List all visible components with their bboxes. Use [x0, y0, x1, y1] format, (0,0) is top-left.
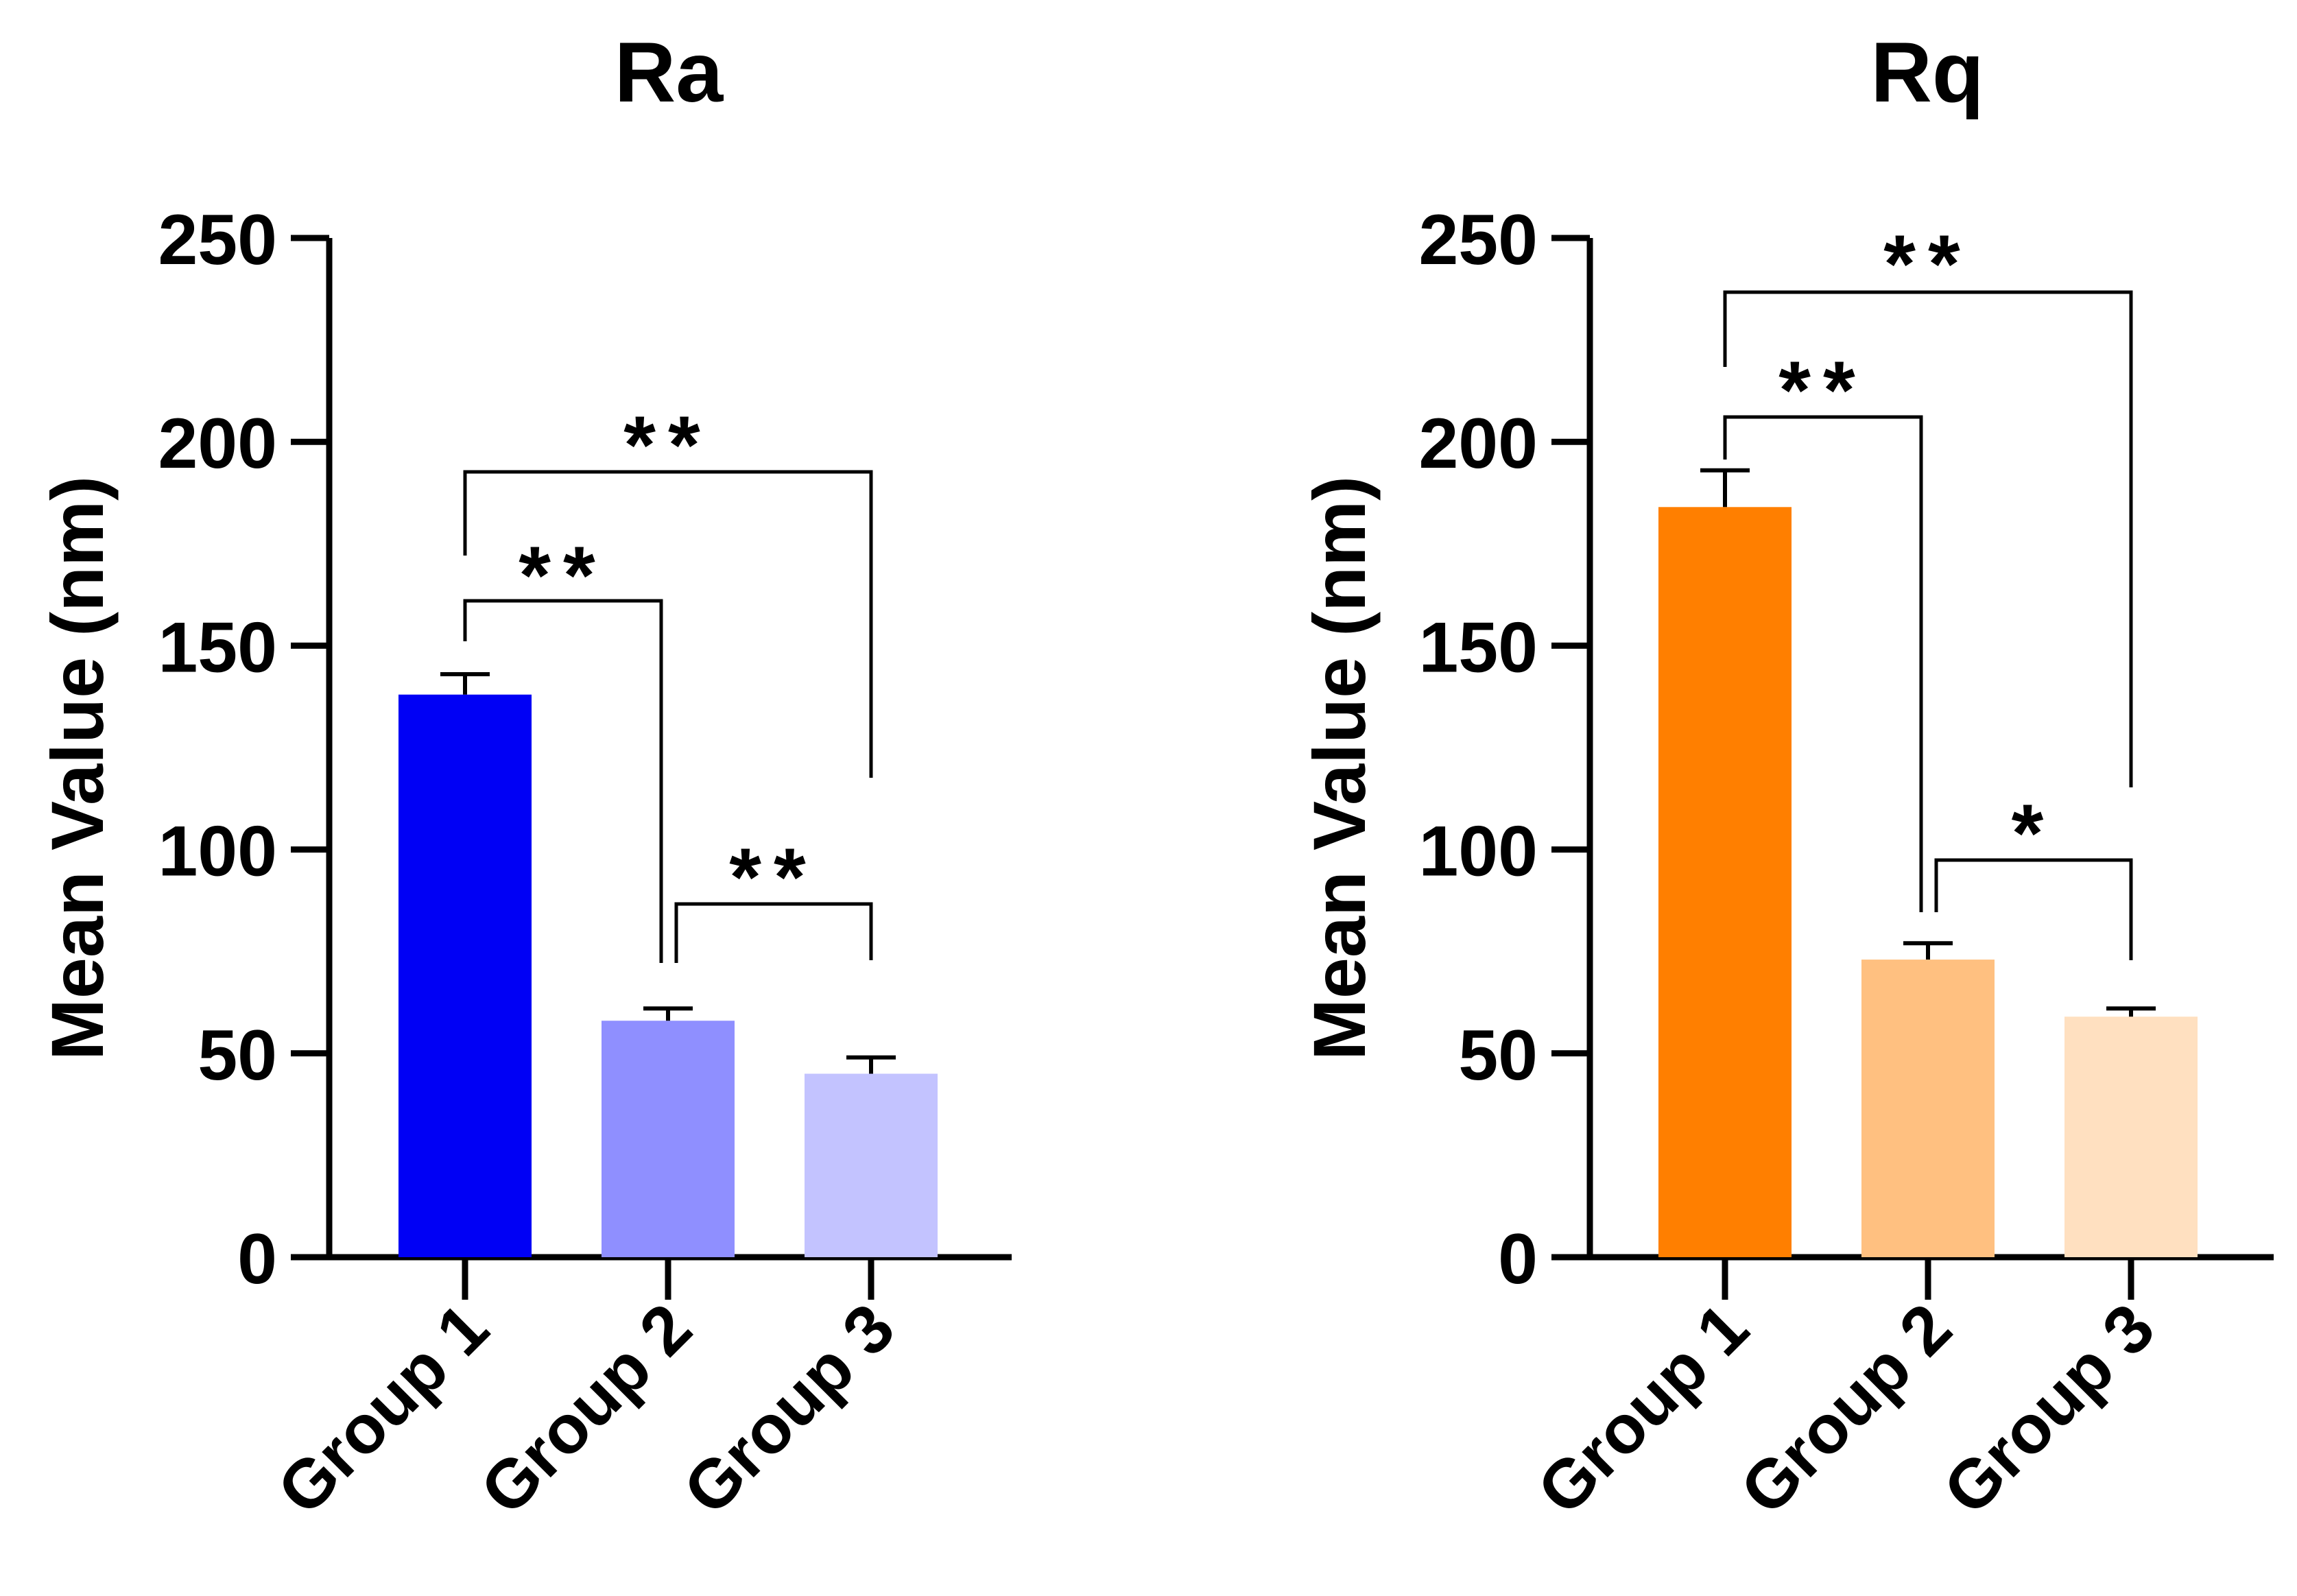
panel2-bar-1	[1658, 507, 1792, 1258]
panel2-sig-label-0-1: **	[1778, 344, 1867, 436]
panel1-y-tick-label: 0	[237, 1219, 277, 1299]
panel2-sig-label-1-2: *	[2012, 787, 2056, 879]
panel2-y-axis-label: Mean Value (nm)	[1298, 476, 1381, 1060]
panel1-y-tick-label: 100	[158, 812, 277, 892]
panel1-y-tick-label: 200	[158, 404, 277, 484]
panel1-sig-bracket-0-2	[463, 470, 873, 778]
panel2-sig-label-0-2: **	[1883, 218, 1972, 310]
panel1-y-tick-label: 150	[158, 608, 277, 687]
panel2-bar-3	[2064, 1016, 2198, 1257]
panel1-x-tick-label-1: Group 1	[263, 1289, 503, 1529]
panel2-x-tick-label-1: Group 1	[1523, 1289, 1763, 1529]
panel1-y-tick-label: 50	[198, 1016, 277, 1095]
panel2-x-tick-label-3: Group 3	[1929, 1289, 2169, 1529]
panel1-x-tick-label-2: Group 2	[466, 1289, 706, 1529]
panel2-y-tick-label: 250	[1418, 200, 1538, 280]
panel2-sig-bracket-1-2	[1934, 858, 2133, 960]
panel1-sig-label-1-2: **	[729, 831, 818, 923]
panel1-sig-label-0-2: **	[623, 399, 712, 491]
panel2-y-tick-label: 0	[1498, 1219, 1538, 1299]
panel1-sig-label-0-1: **	[519, 529, 607, 621]
panel1-y-tick-label: 250	[158, 200, 277, 280]
panel1-bar-2	[602, 1021, 735, 1257]
panel1-bar-1	[398, 694, 532, 1257]
panel2-y-tick-label: 150	[1418, 608, 1538, 687]
panel2-sig-bracket-0-2	[1723, 290, 2133, 787]
panel2-y-tick-label: 50	[1458, 1016, 1538, 1095]
panel1-bar-3	[805, 1073, 938, 1257]
panel1-sig-bracket-1-2	[674, 902, 873, 963]
panel2-x-tick-label-2: Group 2	[1726, 1289, 1966, 1529]
panel2-bar-2	[1861, 960, 1995, 1257]
panel2-y-tick-label: 100	[1418, 812, 1538, 892]
panel1-sig-bracket-0-1	[463, 599, 663, 963]
panel2-sig-bracket-0-1	[1723, 415, 1923, 912]
panel1-x-tick-label-3: Group 3	[669, 1289, 909, 1529]
panel2-title: Rq	[1870, 25, 1984, 120]
panel2-y-tick-label: 200	[1418, 404, 1538, 484]
panel1-title: Ra	[615, 25, 724, 120]
panel1-y-axis-label: Mean Value (nm)	[36, 476, 119, 1060]
